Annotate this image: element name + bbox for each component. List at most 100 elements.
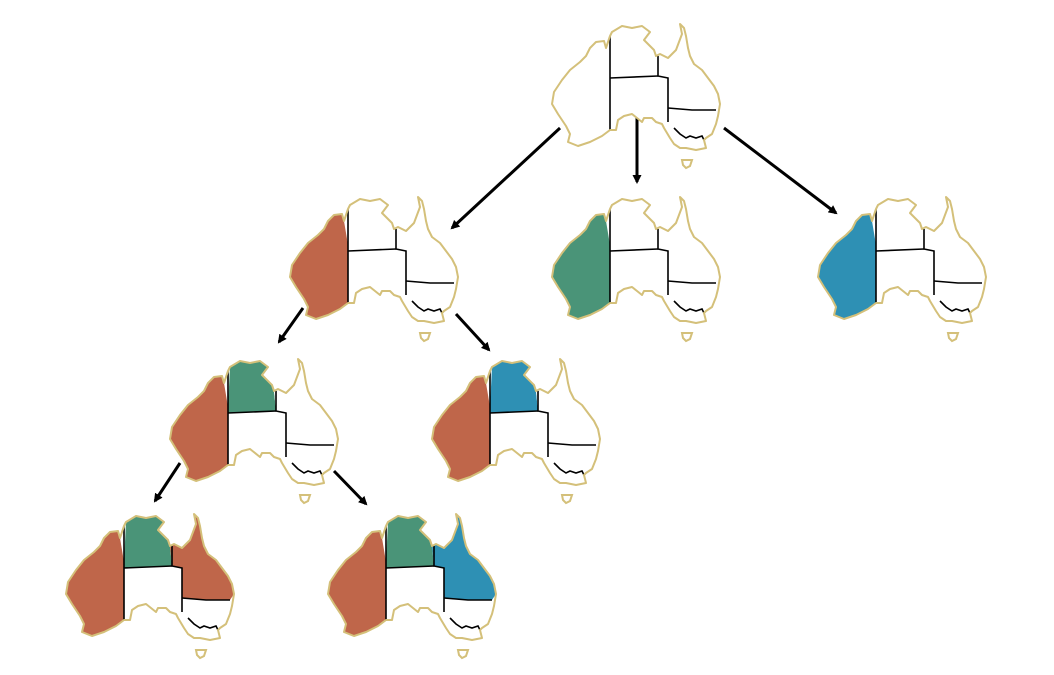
region-nsw	[934, 281, 984, 311]
edge-wa-red-nt-green-to-wa-red-nt-green-q-red	[153, 462, 182, 503]
state-border	[673, 127, 705, 141]
map-node-wa-red-nt-green-q-red	[65, 513, 235, 660]
state-border	[347, 248, 397, 252]
state-border	[395, 229, 407, 295]
region-wa	[432, 376, 490, 481]
state-border	[285, 442, 334, 446]
region-nt	[876, 199, 924, 251]
region-sa	[490, 411, 548, 465]
state-border	[667, 280, 716, 284]
map-node-wa-red-nt-green	[169, 358, 339, 505]
tasmania-outline	[946, 332, 960, 343]
tasmania-outline	[680, 159, 694, 170]
region-sa	[124, 566, 182, 620]
state-border	[875, 248, 925, 252]
coastline	[65, 513, 235, 641]
region-q	[656, 197, 720, 283]
map-node-wa-red-nt-blue	[431, 358, 601, 505]
region-q	[170, 514, 234, 600]
coastline	[327, 513, 497, 641]
region-nsw	[668, 281, 718, 311]
edge-wa-red-nt-green-to-wa-red-nt-green-q-blue	[332, 469, 368, 506]
region-nsw	[182, 598, 232, 628]
region-wa	[552, 41, 610, 146]
state-border	[547, 442, 596, 446]
map-node-root	[551, 23, 721, 170]
region-wa	[552, 214, 610, 319]
region-nt	[348, 199, 396, 251]
region-nsw	[406, 281, 456, 311]
state-border	[433, 546, 445, 612]
region-q	[274, 359, 338, 445]
tree-nodes	[65, 23, 987, 660]
map-node-wa-green	[551, 196, 721, 343]
state-border	[411, 300, 443, 314]
edge-root-to-wa-blue	[723, 126, 838, 215]
edge-wa-red-to-wa-red-nt-green	[277, 307, 305, 344]
map-node-wa-red-nt-green-q-blue	[327, 513, 497, 660]
tasmania-outline	[560, 494, 574, 505]
region-sa	[228, 411, 286, 465]
coastline	[551, 196, 721, 324]
region-nsw	[286, 443, 336, 473]
region-nsw	[548, 443, 598, 473]
region-q	[394, 197, 458, 283]
state-border	[449, 617, 481, 631]
state-border	[291, 462, 323, 476]
region-nsw	[668, 108, 718, 138]
region-sa	[610, 76, 668, 130]
state-border	[489, 410, 539, 414]
region-nt	[490, 361, 538, 413]
map-node-wa-blue	[817, 196, 987, 343]
state-border	[657, 229, 669, 295]
region-q	[922, 197, 986, 283]
tasmania-outline	[194, 649, 208, 660]
map-node-wa-red	[289, 196, 459, 343]
state-border	[923, 229, 935, 295]
state-border	[609, 75, 659, 79]
tasmania-outline	[456, 649, 470, 660]
tasmania-outline	[298, 494, 312, 505]
state-border	[171, 546, 183, 612]
region-nt	[386, 516, 434, 568]
state-border	[187, 617, 219, 631]
coastline	[817, 196, 987, 324]
state-border	[609, 248, 659, 252]
state-border	[673, 300, 705, 314]
tasmania-outline	[680, 332, 694, 343]
region-sa	[386, 566, 444, 620]
edge-wa-red-to-wa-red-nt-blue	[454, 312, 491, 352]
region-wa	[290, 214, 348, 319]
state-border	[553, 462, 585, 476]
coastline	[551, 23, 721, 151]
region-wa	[328, 531, 386, 636]
region-nt	[610, 26, 658, 78]
tasmania-outline	[418, 332, 432, 343]
edge-root-to-wa-red	[450, 126, 562, 230]
region-sa	[876, 249, 934, 303]
region-wa	[170, 376, 228, 481]
state-border	[123, 565, 173, 569]
region-wa	[66, 531, 124, 636]
region-nsw	[444, 598, 494, 628]
region-q	[536, 359, 600, 445]
coastline	[289, 196, 459, 324]
state-border	[227, 410, 277, 414]
coastline	[431, 358, 601, 486]
region-q	[432, 514, 496, 600]
region-nt	[228, 361, 276, 413]
region-q	[656, 24, 720, 110]
state-border	[443, 597, 492, 601]
state-border	[537, 391, 549, 457]
state-border	[667, 107, 716, 111]
state-border	[933, 280, 982, 284]
state-border	[385, 565, 435, 569]
region-wa	[818, 214, 876, 319]
state-border	[657, 56, 669, 122]
region-nt	[124, 516, 172, 568]
tree-edges	[153, 118, 838, 506]
state-border	[181, 597, 230, 601]
region-nt	[610, 199, 658, 251]
coastline	[169, 358, 339, 486]
